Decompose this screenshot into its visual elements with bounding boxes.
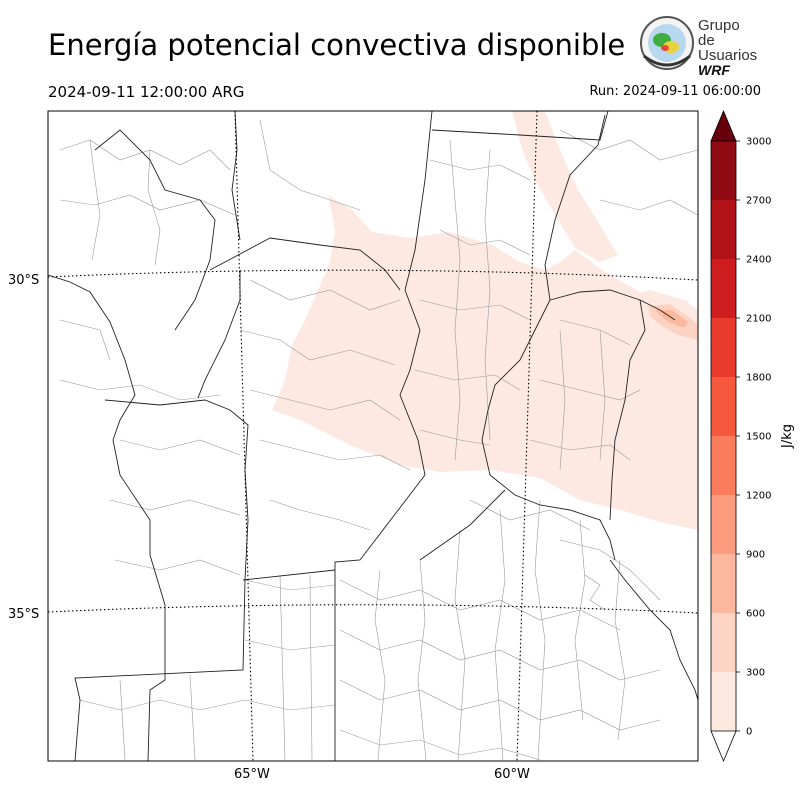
map-title: Energía potencial convectiva disponible [48,28,626,62]
la-rioja-border [74,399,249,761]
colorbar-segment [711,259,736,318]
colorbar-tick-label: 300 [746,668,765,679]
entre-rios-east [609,299,646,521]
colorbar-tick-label: 2100 [746,314,771,325]
lat-line-35s [48,604,698,614]
colorbar-over-arrow [710,109,737,142]
map-frame [47,110,699,762]
colorbar-tick-label: 1800 [746,373,771,384]
santiago-border [231,111,241,241]
colorbar-segment [711,377,736,436]
cordoba-west [197,270,241,399]
map-panel [48,111,698,761]
santa-fe-west [399,289,426,476]
lon-line-65w [234,111,254,761]
colorbar-tick-label: 1500 [746,432,771,443]
uruguay-river [549,289,676,321]
colorbar-segment [711,554,736,613]
santiago-east [404,111,433,291]
colorbar: 0 300 600 900 1200 1500 1800 2100 2400 2700 3000 [710,109,771,763]
parana-river [481,114,616,561]
colorbar-segment [711,495,736,554]
colorbar-segment [711,613,736,672]
globe-emblem-icon [640,16,694,70]
santa-fe-east [431,111,609,141]
lon-line-60w [516,111,538,761]
buenos-aires-north [419,489,506,561]
colorbar-tick-label: 2400 [746,255,771,266]
colorbar-tick-label: 900 [746,550,765,561]
colorbar-segment [711,141,736,200]
colorbar-tick-label: 3000 [746,137,771,148]
logo-line-3: WRF [698,62,730,78]
colorbar-segment [711,200,736,259]
colorbar-segment [711,436,736,495]
lat-line-30s [48,269,698,281]
run-time: Run: 2024-09-11 06:00:00 [589,84,761,99]
cordoba-south [334,474,426,761]
logo-line-1: Grupo de [698,17,740,49]
lon-label-60w: 60°W [494,767,530,782]
lon-label-65w: 65°W [234,767,270,782]
province-boundaries [48,111,698,761]
colorbar-unit-label: J/kg [780,424,795,449]
rio-de-la-plata-coast [609,559,698,701]
colorbar-under-arrow [710,730,737,763]
colorbar-tick-label: 1200 [746,491,771,502]
lat-label-35s: 35°S [8,607,39,622]
department-boundaries [59,119,698,761]
colorbar-segment [711,318,736,377]
lat-label-30s: 30°S [8,273,39,288]
colorbar-segment [711,672,736,731]
logo-line-2: Usuarios [698,47,758,64]
graticule [48,111,698,761]
valid-time: 2024-09-11 12:00:00 ARG [48,83,245,101]
colorbar-tick-label: 600 [746,609,765,620]
colorbar-tick-label: 2700 [746,196,771,207]
andes-border [48,274,166,761]
san-luis-border [242,569,336,581]
catamarca-border [94,129,216,331]
cape-area-peak [655,310,688,328]
wrf-users-logo: Grupo de Usuarios WRF [638,14,758,78]
colorbar-tick-label: 0 [746,727,752,738]
cordoba-north [209,237,401,291]
cape-area-north [512,111,618,262]
